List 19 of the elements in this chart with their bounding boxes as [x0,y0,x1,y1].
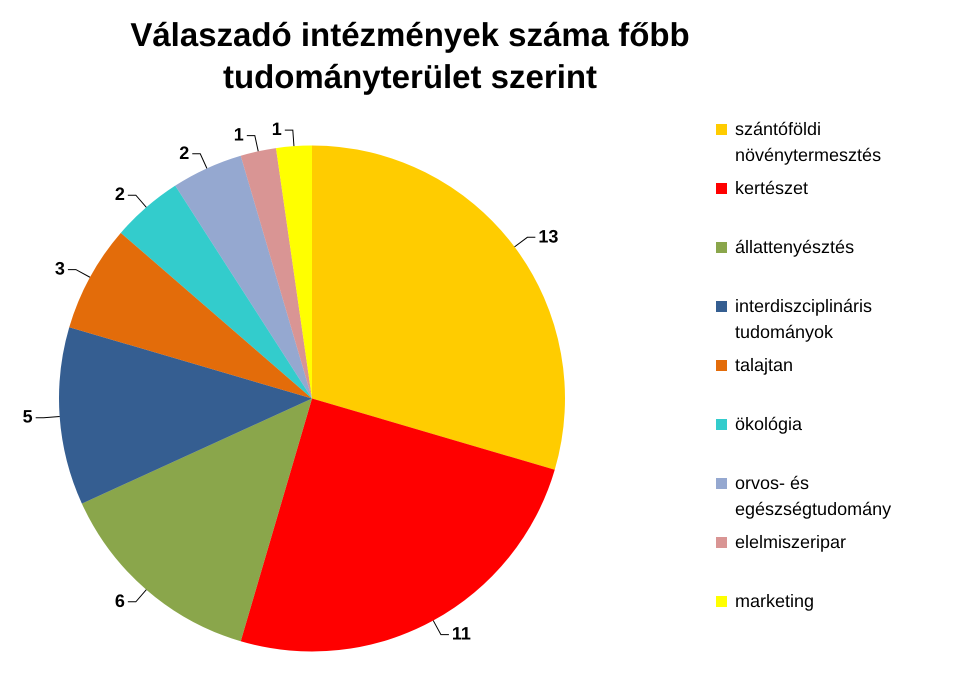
data-label: 1 [272,119,282,140]
legend-label: szántóföldi növénytermesztés [735,118,882,167]
data-label: 13 [538,226,558,246]
legend-label: elelmiszeripar [735,531,846,554]
legend-label: állattenyésztés [735,236,854,259]
data-label: 11 [452,624,471,644]
legend-label: marketing [735,590,814,613]
data-label: 2 [114,184,125,204]
legend-label: ökológia [735,413,802,436]
legend-label: kertészet [735,177,808,200]
data-label: 2 [179,142,190,163]
data-label: 5 [22,406,33,427]
legend-label: talajtan [735,354,794,377]
data-label: 1 [234,124,244,145]
data-label: 3 [54,258,65,279]
legend-label: interdiszciplináris tudományok [735,295,874,344]
legend-label: orvos- és egészségtudomány [735,472,892,521]
data-label: 6 [114,590,125,611]
chart-title: Válaszadó intézmények száma főbb tudományterület szerint [129,15,691,97]
